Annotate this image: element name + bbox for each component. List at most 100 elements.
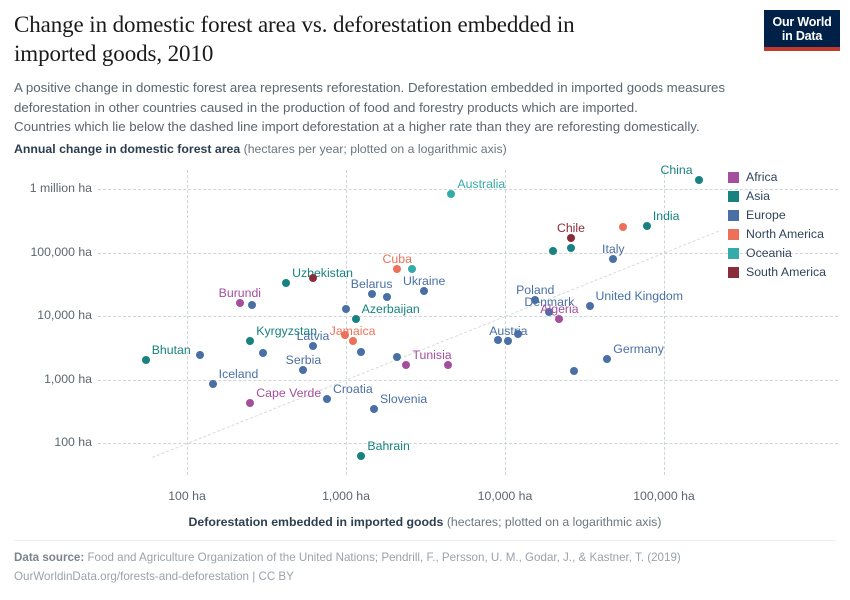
data-point[interactable] xyxy=(642,222,651,231)
y-gridline xyxy=(98,316,838,317)
data-point-label: Croatia xyxy=(333,382,373,397)
x-tick-label: 100,000 ha xyxy=(633,489,695,503)
chart-subtitle: A positive change in domestic forest are… xyxy=(14,78,754,137)
x-axis-title-bold: Deforestation embedded in imported goods xyxy=(188,515,444,529)
data-point[interactable] xyxy=(566,243,575,252)
data-point[interactable] xyxy=(566,233,575,242)
legend-item-label: Oceania xyxy=(746,246,792,260)
y-tick-label: 100 ha xyxy=(54,435,92,449)
legend-item-asia[interactable]: Asia xyxy=(728,187,826,205)
data-point-label: Kyrgyzstan xyxy=(256,323,318,338)
data-point-label: Austria xyxy=(489,324,528,339)
footer-divider xyxy=(14,540,836,541)
data-point-label: Germany xyxy=(613,342,664,357)
y-tick-label: 100,000 ha xyxy=(30,244,92,259)
data-point[interactable] xyxy=(367,290,376,299)
data-point[interactable] xyxy=(555,314,564,323)
legend-item-label: North America xyxy=(746,227,824,241)
legend-item-africa[interactable]: Africa xyxy=(728,168,826,186)
data-point[interactable] xyxy=(694,175,703,184)
data-point[interactable] xyxy=(493,335,502,344)
data-point-label: Latvia xyxy=(296,328,330,343)
data-point-label: Uzbekistan xyxy=(292,266,353,281)
data-point-label: Algeria xyxy=(540,301,579,316)
legend-item-north-america[interactable]: North America xyxy=(728,225,826,243)
data-point[interactable] xyxy=(420,286,429,295)
parity-reference-line xyxy=(151,230,719,459)
legend-item-south-america[interactable]: South America xyxy=(728,263,826,281)
data-point[interactable] xyxy=(513,330,522,339)
data-point[interactable] xyxy=(504,337,513,346)
data-point[interactable] xyxy=(246,398,255,407)
data-point[interactable] xyxy=(407,264,416,273)
x-axis-title-note: (hectares; plotted on a logarithmic axis… xyxy=(446,515,662,529)
data-point[interactable] xyxy=(348,337,357,346)
data-point[interactable] xyxy=(531,295,540,304)
x-gridline xyxy=(664,170,665,475)
data-point[interactable] xyxy=(618,223,627,232)
data-point[interactable] xyxy=(393,265,402,274)
owid-logo[interactable]: Our World in Data xyxy=(764,10,840,51)
data-point[interactable] xyxy=(282,279,291,288)
data-point[interactable] xyxy=(342,304,350,313)
x-tick-label: 10,000 ha xyxy=(477,489,533,503)
data-point-label: Slovenia xyxy=(379,392,428,407)
data-point-label: Tunisia xyxy=(412,347,452,362)
data-point-label: Ukraine xyxy=(402,273,446,288)
data-point[interactable] xyxy=(247,300,256,309)
data-point[interactable] xyxy=(402,360,411,369)
data-point[interactable] xyxy=(569,367,578,376)
y-tick-label: 1,000 ha xyxy=(44,371,92,386)
data-point[interactable] xyxy=(235,299,244,308)
data-point[interactable] xyxy=(548,247,557,256)
data-point-label: Bhutan xyxy=(151,343,191,358)
data-point[interactable] xyxy=(258,349,267,358)
owid-logo-line1: Our World xyxy=(772,15,832,29)
data-point[interactable] xyxy=(340,331,349,340)
data-point[interactable] xyxy=(323,395,332,404)
data-point[interactable] xyxy=(393,352,402,361)
data-point-label: Iceland xyxy=(218,366,259,381)
data-point[interactable] xyxy=(195,351,204,360)
data-point[interactable] xyxy=(357,348,366,357)
footer-source-text: Food and Agriculture Organization of the… xyxy=(87,551,681,564)
x-gridline xyxy=(346,170,347,475)
legend-swatch-icon xyxy=(728,266,739,278)
data-point[interactable] xyxy=(545,308,554,317)
legend-swatch-icon xyxy=(728,247,739,259)
data-point[interactable] xyxy=(603,355,612,364)
data-point[interactable] xyxy=(246,336,255,345)
x-gridline xyxy=(187,170,188,475)
y-gridline xyxy=(98,379,838,381)
legend-item-label: Africa xyxy=(746,170,778,184)
footer-license[interactable]: OurWorldinData.org/forests-and-deforesta… xyxy=(14,570,294,583)
x-axis-title: Deforestation embedded in imported goods… xyxy=(0,515,850,529)
data-point[interactable] xyxy=(208,379,217,388)
data-point-label: Chile xyxy=(556,220,585,235)
data-point[interactable] xyxy=(609,255,618,264)
data-point[interactable] xyxy=(351,314,360,323)
subtitle-line-2: deforestation in other countries caused … xyxy=(14,99,638,115)
legend-item-label: Asia xyxy=(746,189,770,203)
data-point[interactable] xyxy=(585,301,594,310)
y-gridline xyxy=(98,189,838,190)
data-point[interactable] xyxy=(141,356,150,365)
data-point[interactable] xyxy=(444,360,453,369)
y-axis-title-note: (hectares per year; plotted on a logarit… xyxy=(243,142,507,156)
data-point[interactable] xyxy=(357,452,366,461)
data-point[interactable] xyxy=(447,190,456,199)
y-tick-label: 10,000 ha xyxy=(37,308,92,322)
y-gridline xyxy=(98,252,838,254)
page-title: Change in domestic forest area vs. defor… xyxy=(14,12,575,66)
legend-item-oceania[interactable]: Oceania xyxy=(728,244,826,262)
data-point[interactable] xyxy=(308,273,317,282)
data-point-label: Australia xyxy=(457,177,506,192)
data-point-label: Serbia xyxy=(285,353,322,368)
data-point[interactable] xyxy=(299,366,308,375)
data-point-label: Italy xyxy=(602,242,625,257)
legend-item-europe[interactable]: Europe xyxy=(728,206,826,224)
data-point[interactable] xyxy=(369,405,378,414)
subtitle-line-1: A positive change in domestic forest are… xyxy=(14,80,726,95)
data-point[interactable] xyxy=(308,341,317,350)
data-point[interactable] xyxy=(382,292,391,301)
